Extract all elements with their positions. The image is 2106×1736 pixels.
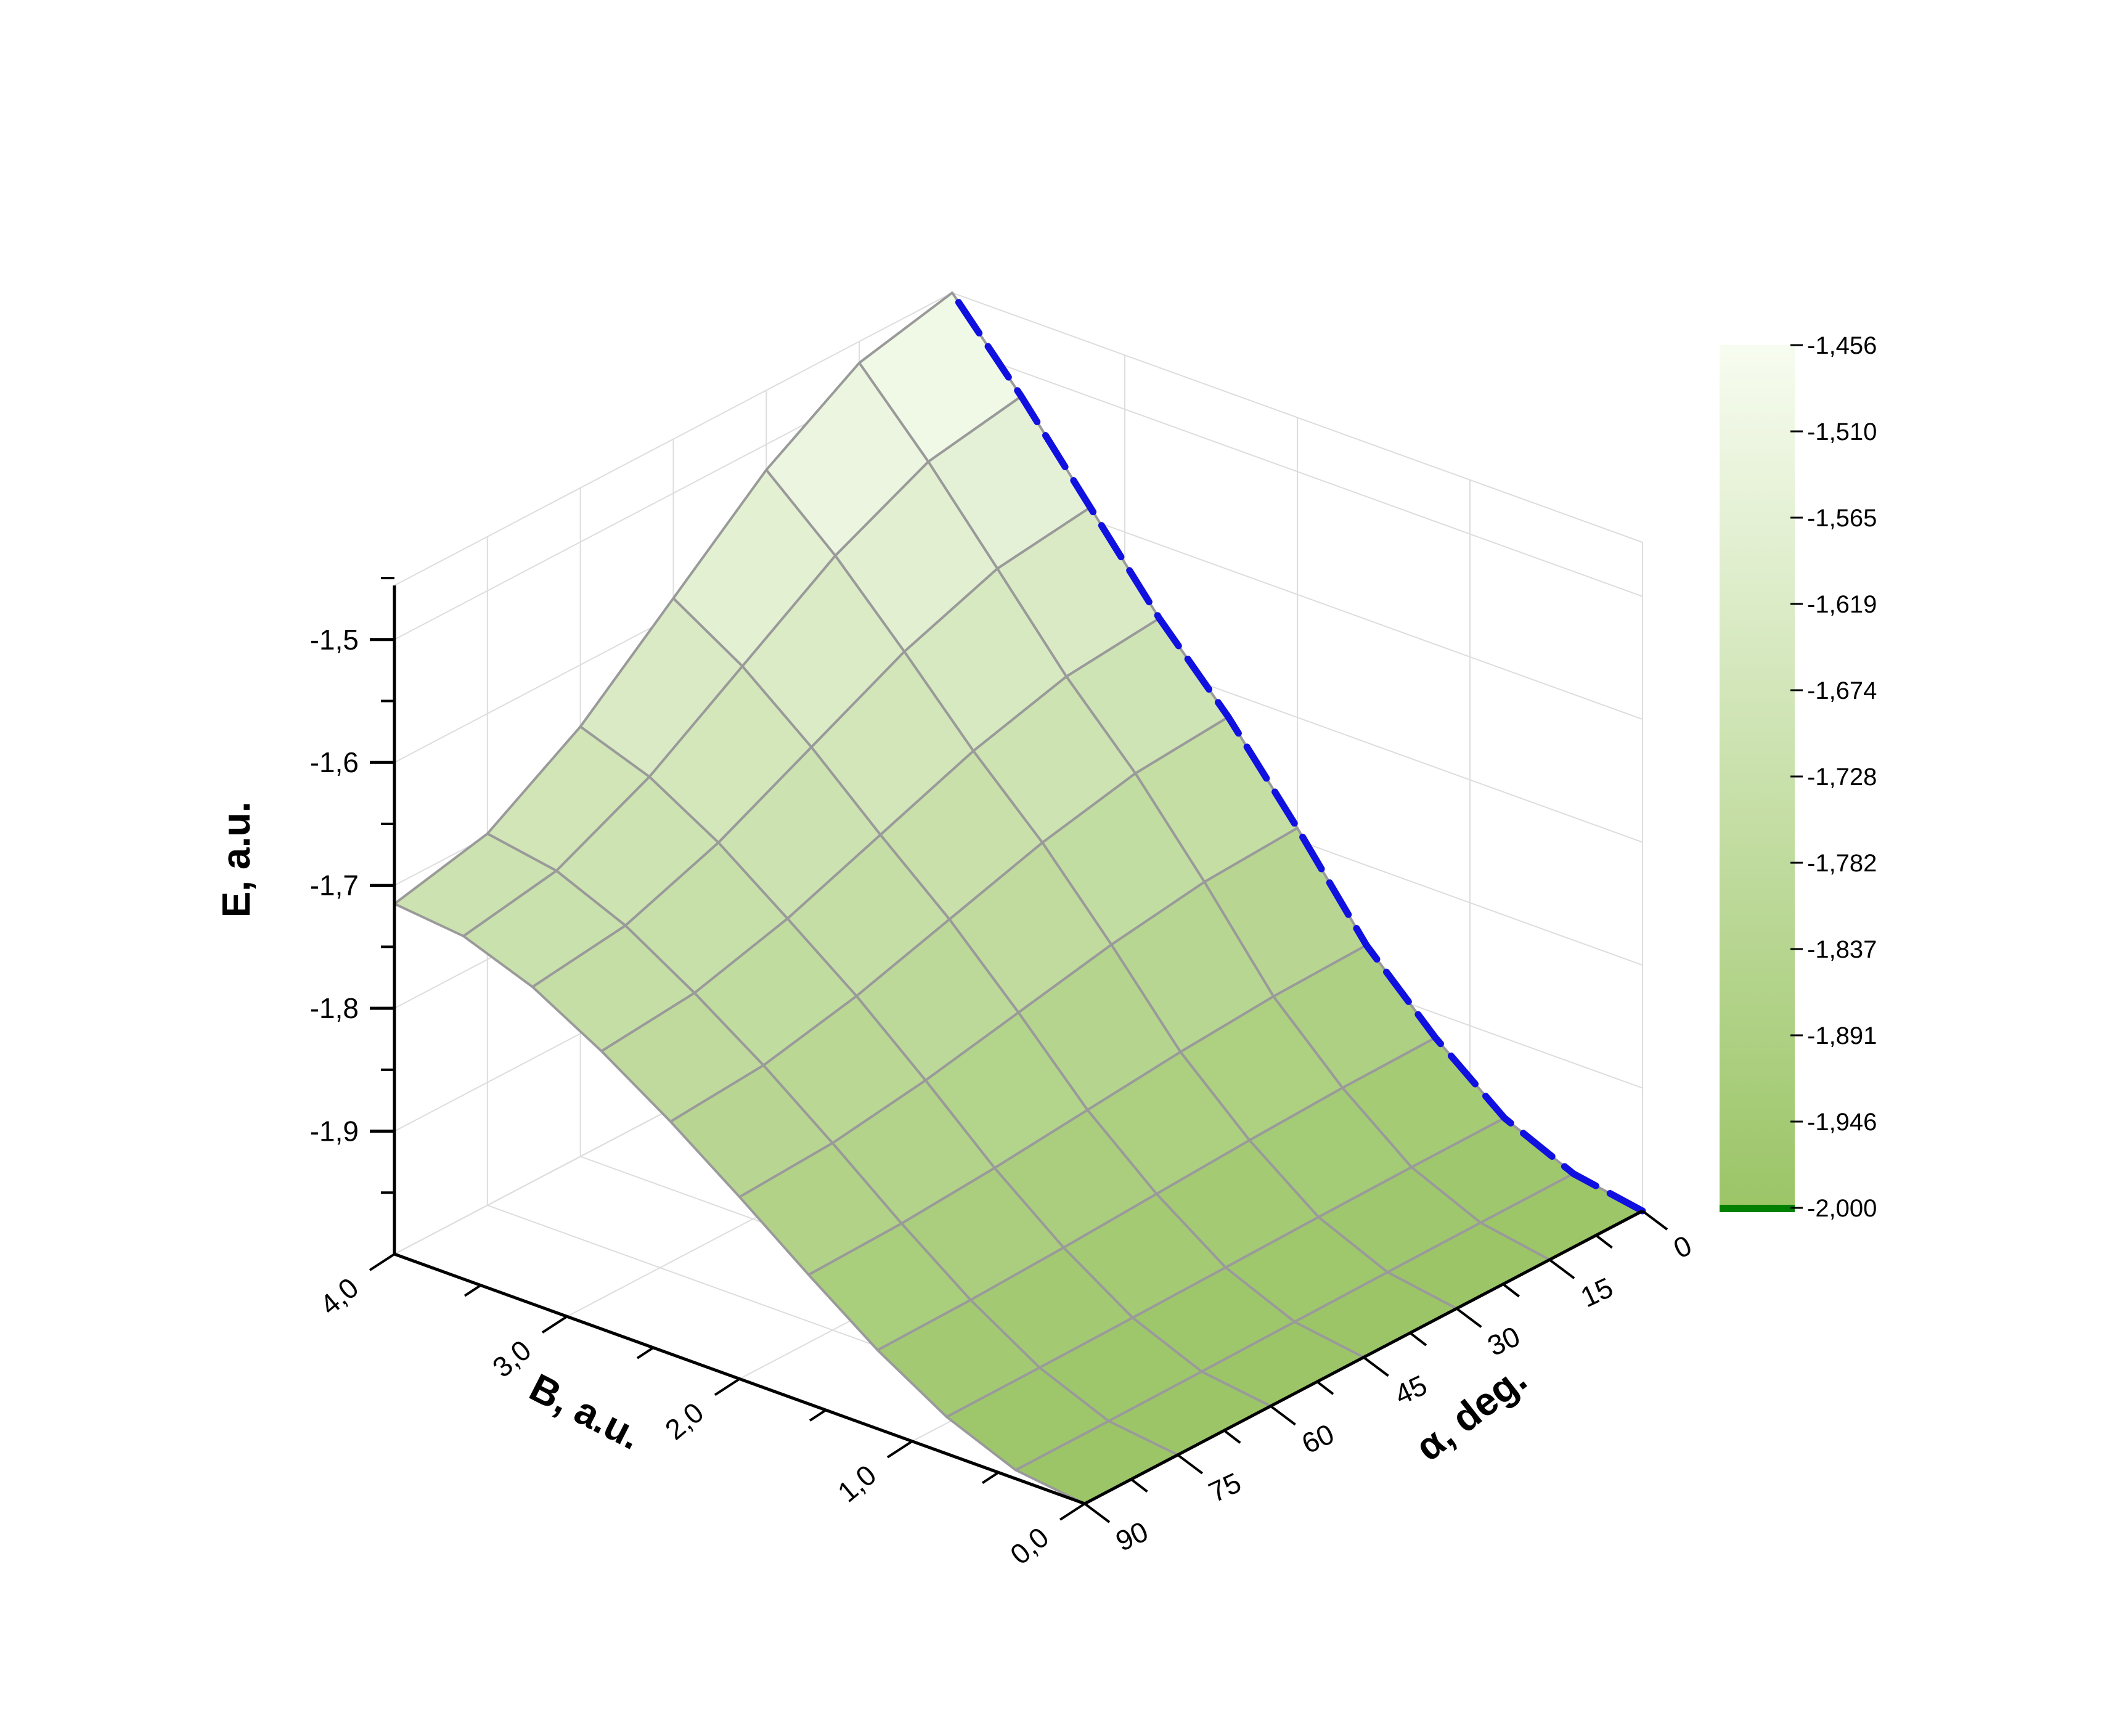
y-tick <box>1409 1332 1427 1347</box>
colorbar-label: -1,891 <box>1807 1022 1877 1049</box>
y-tick <box>1316 1380 1334 1395</box>
colorbar-label: -1,782 <box>1807 850 1877 877</box>
x-tick-label: 3,0 <box>486 1334 537 1384</box>
y-tick <box>1084 1502 1111 1523</box>
colorbar-label: -2,000 <box>1807 1195 1877 1222</box>
x-tick <box>981 1471 1000 1485</box>
y-axis-title: α, deg. <box>1407 1356 1535 1470</box>
colorbar: -1,456 -1,510 -1,565 -1,619 -1,674 -1,728 -1,7… <box>1720 332 1877 1222</box>
y-tick-label: 90 <box>1111 1515 1153 1557</box>
x-tick <box>1059 1502 1086 1521</box>
y-tick <box>1130 1478 1148 1493</box>
y-tick-label: 60 <box>1297 1417 1339 1460</box>
z-tick-label: -1,5 <box>310 624 359 656</box>
x-tick-label: 0,0 <box>1004 1521 1055 1571</box>
x-tick <box>886 1440 913 1459</box>
dashed-curve <box>949 289 1646 1215</box>
colorbar-gradient <box>1720 345 1795 1208</box>
y-tick <box>1595 1234 1613 1249</box>
x-tick <box>714 1377 741 1396</box>
colorbar-label: -1,728 <box>1807 764 1877 791</box>
y-tick <box>1502 1283 1520 1298</box>
z-axis-title: E, a.u. <box>214 802 258 918</box>
x-tick <box>809 1409 827 1422</box>
x-tick <box>463 1284 482 1297</box>
x-tick-label: 4,0 <box>314 1271 364 1321</box>
y-tick <box>1641 1210 1668 1231</box>
energy-surface <box>393 291 1644 1505</box>
colorbar-label: -1,674 <box>1807 677 1877 704</box>
y-tick <box>1548 1258 1575 1279</box>
y-tick <box>1270 1405 1296 1426</box>
colorbar-label: -1,619 <box>1807 591 1877 618</box>
y-tick-label: 15 <box>1575 1271 1617 1314</box>
y-tick <box>1177 1454 1204 1475</box>
colorbar-label: -1,510 <box>1807 418 1877 446</box>
y-tick-label: 45 <box>1390 1369 1432 1411</box>
y-tick-label: 75 <box>1204 1466 1246 1509</box>
z-tick-label: -1,8 <box>310 992 359 1024</box>
colorbar-floor-line <box>1720 1205 1795 1212</box>
x-tick <box>369 1253 396 1271</box>
x-tick <box>636 1347 655 1359</box>
colorbar-label: -1,946 <box>1807 1109 1877 1136</box>
x-axis-title: B, a.u. <box>523 1365 648 1458</box>
x-tick <box>541 1315 568 1334</box>
y-tick <box>1223 1429 1241 1444</box>
z-tick-label: -1,7 <box>310 870 359 902</box>
colorbar-label: -1,565 <box>1807 505 1877 532</box>
colorbar-label: -1,456 <box>1807 332 1877 359</box>
z-tick-label: -1,9 <box>310 1115 359 1147</box>
y-tick <box>1363 1356 1389 1377</box>
x-tick-label: 1,0 <box>831 1459 882 1509</box>
y-tick-label: 0 <box>1668 1229 1696 1265</box>
y-tick <box>1456 1307 1482 1328</box>
z-tick-label: -1,6 <box>310 746 359 778</box>
dashed-curve-line <box>949 289 1646 1215</box>
x-tick-label: 2,0 <box>659 1396 709 1446</box>
y-tick-label: 30 <box>1483 1320 1525 1363</box>
colorbar-label: -1,837 <box>1807 936 1877 963</box>
